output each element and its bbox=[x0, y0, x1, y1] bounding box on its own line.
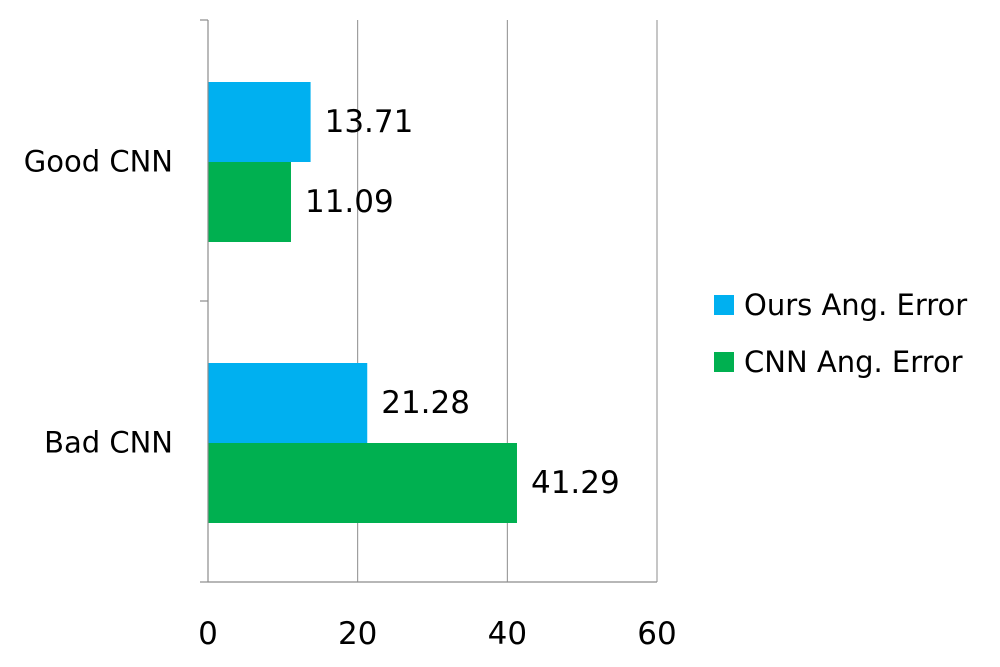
data-label-bad-cnn-ours: 21.28 bbox=[381, 385, 470, 421]
x-tick-label-40: 40 bbox=[488, 616, 527, 652]
legend: Ours Ang. Error CNN Ang. Error bbox=[714, 288, 967, 379]
bar-good-cnn-cnn bbox=[208, 162, 291, 242]
x-tick-label-0: 0 bbox=[198, 616, 218, 652]
bar-good-cnn-ours bbox=[208, 82, 311, 162]
category-label-good-cnn: Good CNN bbox=[24, 145, 173, 179]
legend-label-cnn: CNN Ang. Error bbox=[744, 345, 963, 379]
category-label-bad-cnn: Bad CNN bbox=[44, 426, 173, 460]
data-label-good-cnn-ours: 13.71 bbox=[325, 104, 414, 140]
labels: 13.71 11.09 Good CNN 21.28 41.29 Bad CNN 0 20 40… bbox=[24, 104, 677, 652]
data-label-good-cnn-cnn: 11.09 bbox=[305, 184, 394, 220]
axes bbox=[200, 19, 657, 583]
data-label-bad-cnn-cnn: 41.29 bbox=[531, 465, 620, 501]
bar-bad-cnn-ours bbox=[208, 363, 368, 443]
x-tick-label-60: 60 bbox=[637, 616, 676, 652]
legend-swatch-cnn bbox=[714, 352, 734, 372]
bars bbox=[208, 82, 517, 523]
x-tick-label-20: 20 bbox=[338, 616, 377, 652]
legend-label-ours: Ours Ang. Error bbox=[744, 288, 967, 322]
legend-swatch-ours bbox=[714, 295, 734, 315]
bar-bad-cnn-cnn bbox=[208, 443, 517, 523]
